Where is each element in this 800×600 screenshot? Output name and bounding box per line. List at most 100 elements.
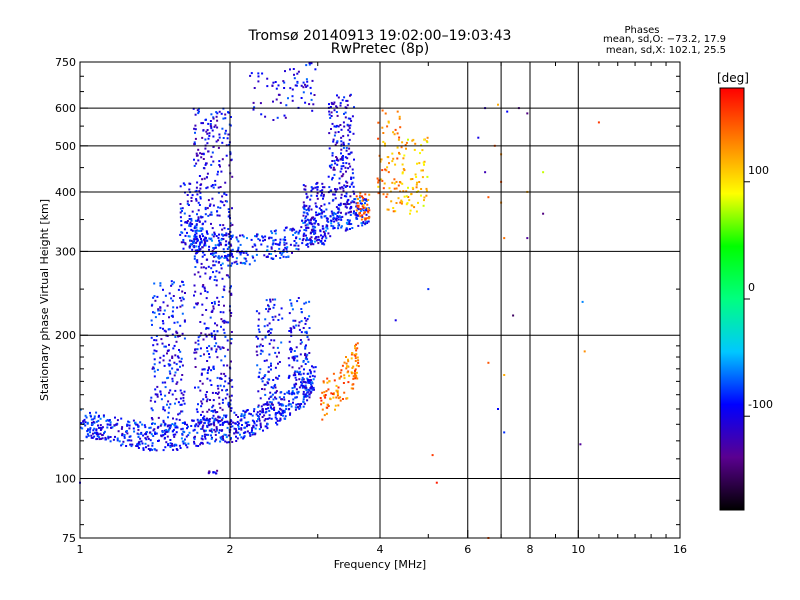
data-point <box>355 364 358 367</box>
data-point <box>168 406 171 409</box>
data-point <box>206 398 209 401</box>
data-point <box>122 440 125 443</box>
data-point <box>163 364 166 367</box>
data-point <box>329 235 332 238</box>
data-point <box>282 238 285 241</box>
y-tick-label: 400 <box>55 186 76 199</box>
data-point <box>278 351 280 354</box>
data-point <box>340 211 342 214</box>
data-point <box>211 254 214 257</box>
data-point <box>306 223 309 226</box>
data-point <box>221 158 224 161</box>
data-point <box>164 330 167 333</box>
data-point <box>198 229 201 232</box>
data-point <box>193 442 196 445</box>
data-point <box>182 283 185 286</box>
data-point <box>200 229 203 232</box>
data-point <box>388 162 390 165</box>
data-point <box>212 421 215 424</box>
data-point <box>200 372 203 375</box>
data-point <box>384 142 386 145</box>
data-point <box>283 241 286 244</box>
data-point <box>125 445 128 447</box>
data-point <box>364 202 366 205</box>
data-point <box>95 420 98 423</box>
data-point <box>162 449 165 452</box>
data-point <box>163 429 166 432</box>
data-point <box>260 377 263 380</box>
data-point <box>194 230 197 233</box>
data-point <box>293 77 296 80</box>
data-point <box>202 222 204 225</box>
data-point <box>216 112 219 115</box>
data-point <box>317 242 320 245</box>
data-point <box>217 206 220 209</box>
data-point <box>199 241 202 244</box>
data-point <box>202 338 205 341</box>
data-point <box>304 217 307 220</box>
data-point <box>181 432 184 435</box>
data-point <box>82 420 85 422</box>
data-point <box>194 113 197 116</box>
data-point <box>195 235 198 238</box>
data-point <box>414 142 417 145</box>
data-point <box>268 252 271 255</box>
data-point <box>92 421 95 423</box>
data-point <box>279 407 281 410</box>
data-point <box>173 361 176 364</box>
data-point <box>215 350 218 353</box>
data-point <box>224 129 227 132</box>
data-point <box>212 264 215 267</box>
data-point <box>203 253 206 256</box>
data-point <box>250 413 252 416</box>
data-point <box>296 370 299 373</box>
data-point <box>335 219 338 222</box>
data-point <box>167 416 169 419</box>
data-point <box>198 421 201 424</box>
data-point <box>197 201 200 204</box>
data-point <box>206 410 209 413</box>
data-point <box>270 406 272 409</box>
data-point <box>306 399 309 402</box>
data-point <box>248 424 251 427</box>
data-point <box>312 103 315 106</box>
data-point <box>343 361 346 364</box>
data-point <box>263 414 266 417</box>
data-point <box>209 276 212 279</box>
data-point <box>216 119 219 122</box>
data-point <box>202 158 205 160</box>
y-tick-label: 75 <box>62 532 76 545</box>
data-point <box>188 188 191 191</box>
data-point <box>359 209 362 212</box>
data-point <box>191 210 194 213</box>
data-point <box>320 212 323 215</box>
data-point <box>210 410 213 412</box>
data-point <box>285 242 288 245</box>
data-point <box>159 282 162 285</box>
data-point <box>106 426 109 429</box>
data-point <box>222 347 225 349</box>
data-point <box>254 427 257 430</box>
data-point <box>384 112 387 115</box>
data-point <box>213 424 216 427</box>
data-point <box>227 242 230 245</box>
data-point <box>235 414 238 416</box>
data-point <box>364 211 366 214</box>
data-point <box>339 399 342 402</box>
data-point <box>289 412 292 415</box>
data-point <box>277 410 280 413</box>
data-point <box>354 212 357 214</box>
data-point <box>136 443 138 446</box>
data-point <box>361 224 364 227</box>
data-point <box>193 284 196 287</box>
data-point <box>223 331 226 334</box>
data-point <box>194 225 197 228</box>
data-point <box>213 471 216 474</box>
data-point <box>203 177 206 180</box>
data-point <box>267 305 270 308</box>
data-point <box>179 389 182 392</box>
data-point <box>320 209 323 211</box>
data-point <box>420 194 422 197</box>
data-point <box>266 77 269 80</box>
data-point <box>329 106 332 108</box>
